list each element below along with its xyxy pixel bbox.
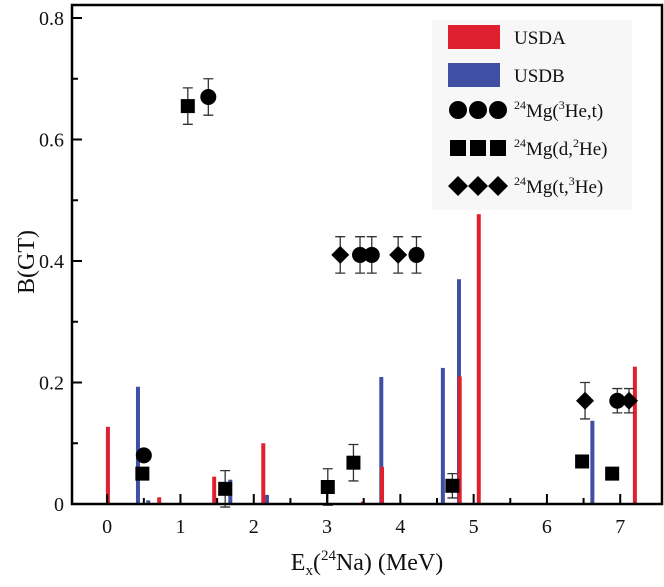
legend-swatch-usdb	[448, 63, 500, 87]
point-diamond	[620, 391, 639, 410]
legend-label: 24Mg(3He,t)	[514, 98, 603, 122]
legend-marker-square	[490, 140, 506, 156]
point-square	[605, 466, 620, 481]
point-diamond	[389, 245, 408, 264]
bars	[105, 214, 637, 504]
bar-usdb	[146, 500, 151, 504]
point-diamond	[331, 245, 350, 264]
bar-usdb	[440, 367, 445, 504]
bar-usda	[212, 476, 217, 504]
bar-usda	[380, 466, 385, 504]
y-tick-label: 0.8	[39, 8, 64, 30]
bar-usda	[157, 497, 162, 504]
legend-marker-square	[470, 140, 486, 156]
legend-marker-diamond	[488, 176, 508, 196]
x-tick-label: 0	[102, 516, 112, 538]
legend-marker-circle	[449, 101, 467, 119]
point-square	[218, 481, 233, 496]
point-square	[320, 479, 335, 494]
bar-usda	[457, 376, 462, 504]
legend-marker-square	[450, 140, 466, 156]
y-tick-label: 0.2	[39, 373, 64, 395]
legend-swatch-usda	[448, 25, 500, 49]
bar-usdb	[590, 420, 595, 504]
x-tick-label: 3	[322, 516, 332, 538]
bar-usda	[476, 214, 481, 504]
point-circle	[200, 88, 217, 105]
point-circle	[135, 447, 152, 464]
y-tick-label: 0	[54, 494, 64, 516]
legend-label: 24Mg(d,2He)	[514, 136, 607, 160]
legend: USDA USDB 24Mg(3He,t) 24Mg(d,2He) 24Mg(t,3He…	[448, 25, 607, 198]
point-circle	[408, 246, 425, 263]
legend-marker-circle	[489, 101, 507, 119]
bar-usdb	[135, 386, 140, 504]
bar-usdb	[264, 494, 269, 504]
plot-frame	[70, 3, 664, 506]
point-square	[180, 99, 195, 114]
point-circle	[363, 246, 380, 263]
point-circle	[352, 246, 369, 263]
bar-usda	[632, 366, 637, 504]
point-square	[575, 454, 590, 469]
bar-usda	[105, 426, 110, 504]
bar-usdb	[379, 377, 384, 504]
legend-marker-diamond	[468, 176, 488, 196]
axes: 0 1 2 3 4 5 6 7 0 0.2 0.4 0.6 0.8	[39, 3, 664, 538]
x-tick-label: 2	[249, 516, 259, 538]
x-tick-label: 4	[395, 516, 405, 538]
legend-marker-diamond	[448, 176, 468, 196]
x-axis-label: Ex(24Na) (MeV)	[291, 548, 443, 579]
legend-label-usdb: USDB	[514, 66, 565, 87]
x-tick-label: 5	[469, 516, 479, 538]
y-tick-label: 0.6	[39, 130, 64, 152]
point-square	[445, 478, 460, 493]
point-square	[135, 466, 150, 481]
points	[135, 78, 639, 508]
point-square	[346, 455, 361, 470]
x-tick-label: 7	[615, 516, 625, 538]
y-axis-label: B(GT)	[14, 230, 40, 294]
point-diamond	[576, 391, 595, 410]
legend-label-usda: USDA	[514, 28, 566, 49]
y-tick-label: 0.4	[39, 251, 64, 273]
bar-usda	[261, 443, 266, 504]
x-tick-label: 1	[175, 516, 185, 538]
x-tick-label: 6	[542, 516, 552, 538]
legend-marker-circle	[469, 101, 487, 119]
point-circle	[609, 392, 626, 409]
legend-label: 24Mg(t,3He)	[514, 174, 603, 198]
